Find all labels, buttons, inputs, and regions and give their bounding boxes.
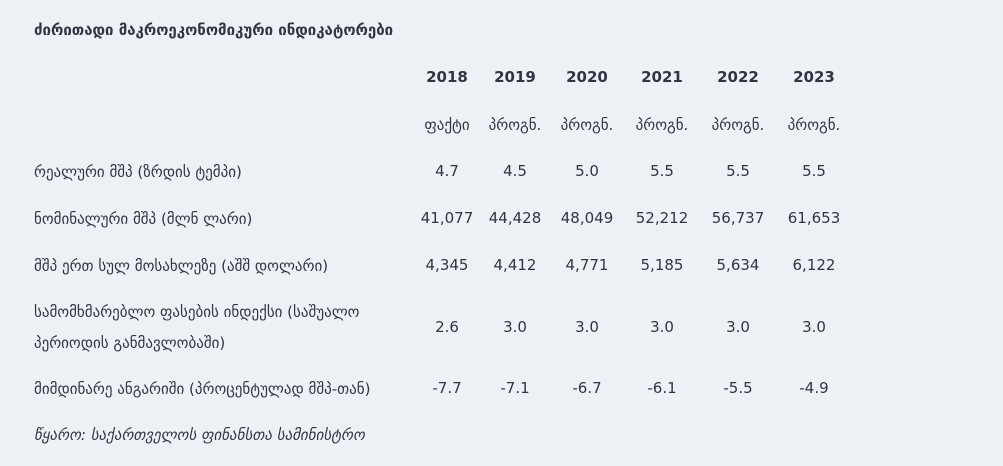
source-note: წყარო: საქართველოს ფინანსთა სამინისტრო: [34, 426, 365, 444]
table-cell: 2.6: [435, 318, 459, 336]
table-cell: 3.0: [650, 318, 674, 336]
status-header: პროგნ.: [488, 116, 542, 134]
table-cell: 4,771: [565, 256, 609, 274]
table-cell: 5.5: [650, 162, 674, 180]
table-cell: -5.5: [723, 379, 753, 397]
table-cell: 44,428: [488, 209, 542, 227]
year-header: 2023: [793, 68, 835, 86]
table-cell: 6,122: [792, 256, 836, 274]
table-cell: 3.0: [575, 318, 599, 336]
table-cell: 48,049: [560, 209, 614, 227]
status-header: ფაქტი: [424, 116, 470, 134]
table-cell: 61,653: [787, 209, 841, 227]
table-cell: 5.5: [726, 162, 750, 180]
year-header: 2018: [426, 68, 468, 86]
year-header: 2021: [641, 68, 683, 86]
table-cell: -7.7: [432, 379, 462, 397]
table-cell: 56,737: [711, 209, 765, 227]
table-cell: 41,077: [420, 209, 474, 227]
status-header: პროგნ.: [711, 116, 765, 134]
table-cell: 3.0: [802, 318, 826, 336]
row-label: მშპ ერთ სულ მოსახლეზე (აშშ დოლარი): [34, 257, 329, 275]
table-cell: 3.0: [726, 318, 750, 336]
table-cell: -4.9: [799, 379, 829, 397]
table-cell: -6.1: [647, 379, 677, 397]
table-cell: 5.5: [802, 162, 826, 180]
year-header: 2020: [566, 68, 608, 86]
table-cell: 4,412: [493, 256, 537, 274]
table-cell: -6.7: [572, 379, 602, 397]
table-cell: 4.5: [503, 162, 527, 180]
status-header: პროგნ.: [787, 116, 841, 134]
table-cell: 3.0: [503, 318, 527, 336]
row-label: მიმდინარე ანგარიში (პროცენტულად მშპ-თან): [34, 380, 371, 398]
table-cell: 52,212: [635, 209, 689, 227]
table-cell: 4.7: [435, 162, 459, 180]
year-header: 2019: [494, 68, 536, 86]
status-header: პროგნ.: [635, 116, 689, 134]
year-header: 2022: [717, 68, 759, 86]
table-cell: 5,634: [716, 256, 760, 274]
row-label: ნომინალური მშპ (მლნ ლარი): [34, 210, 253, 228]
table-cell: 5,185: [640, 256, 684, 274]
table-cell: 5.0: [575, 162, 599, 180]
status-header: პროგნ.: [560, 116, 614, 134]
row-label: სამომხმარებლო ფასების ინდექსი (საშუალო პ…: [34, 303, 360, 352]
table-cell: -7.1: [500, 379, 530, 397]
table-cell: 4,345: [425, 256, 469, 274]
table-title: ძირითადი მაკროეკონომიკური ინდიკატორები: [34, 21, 394, 39]
row-label: რეალური მშპ (ზრდის ტემპი): [34, 163, 242, 181]
